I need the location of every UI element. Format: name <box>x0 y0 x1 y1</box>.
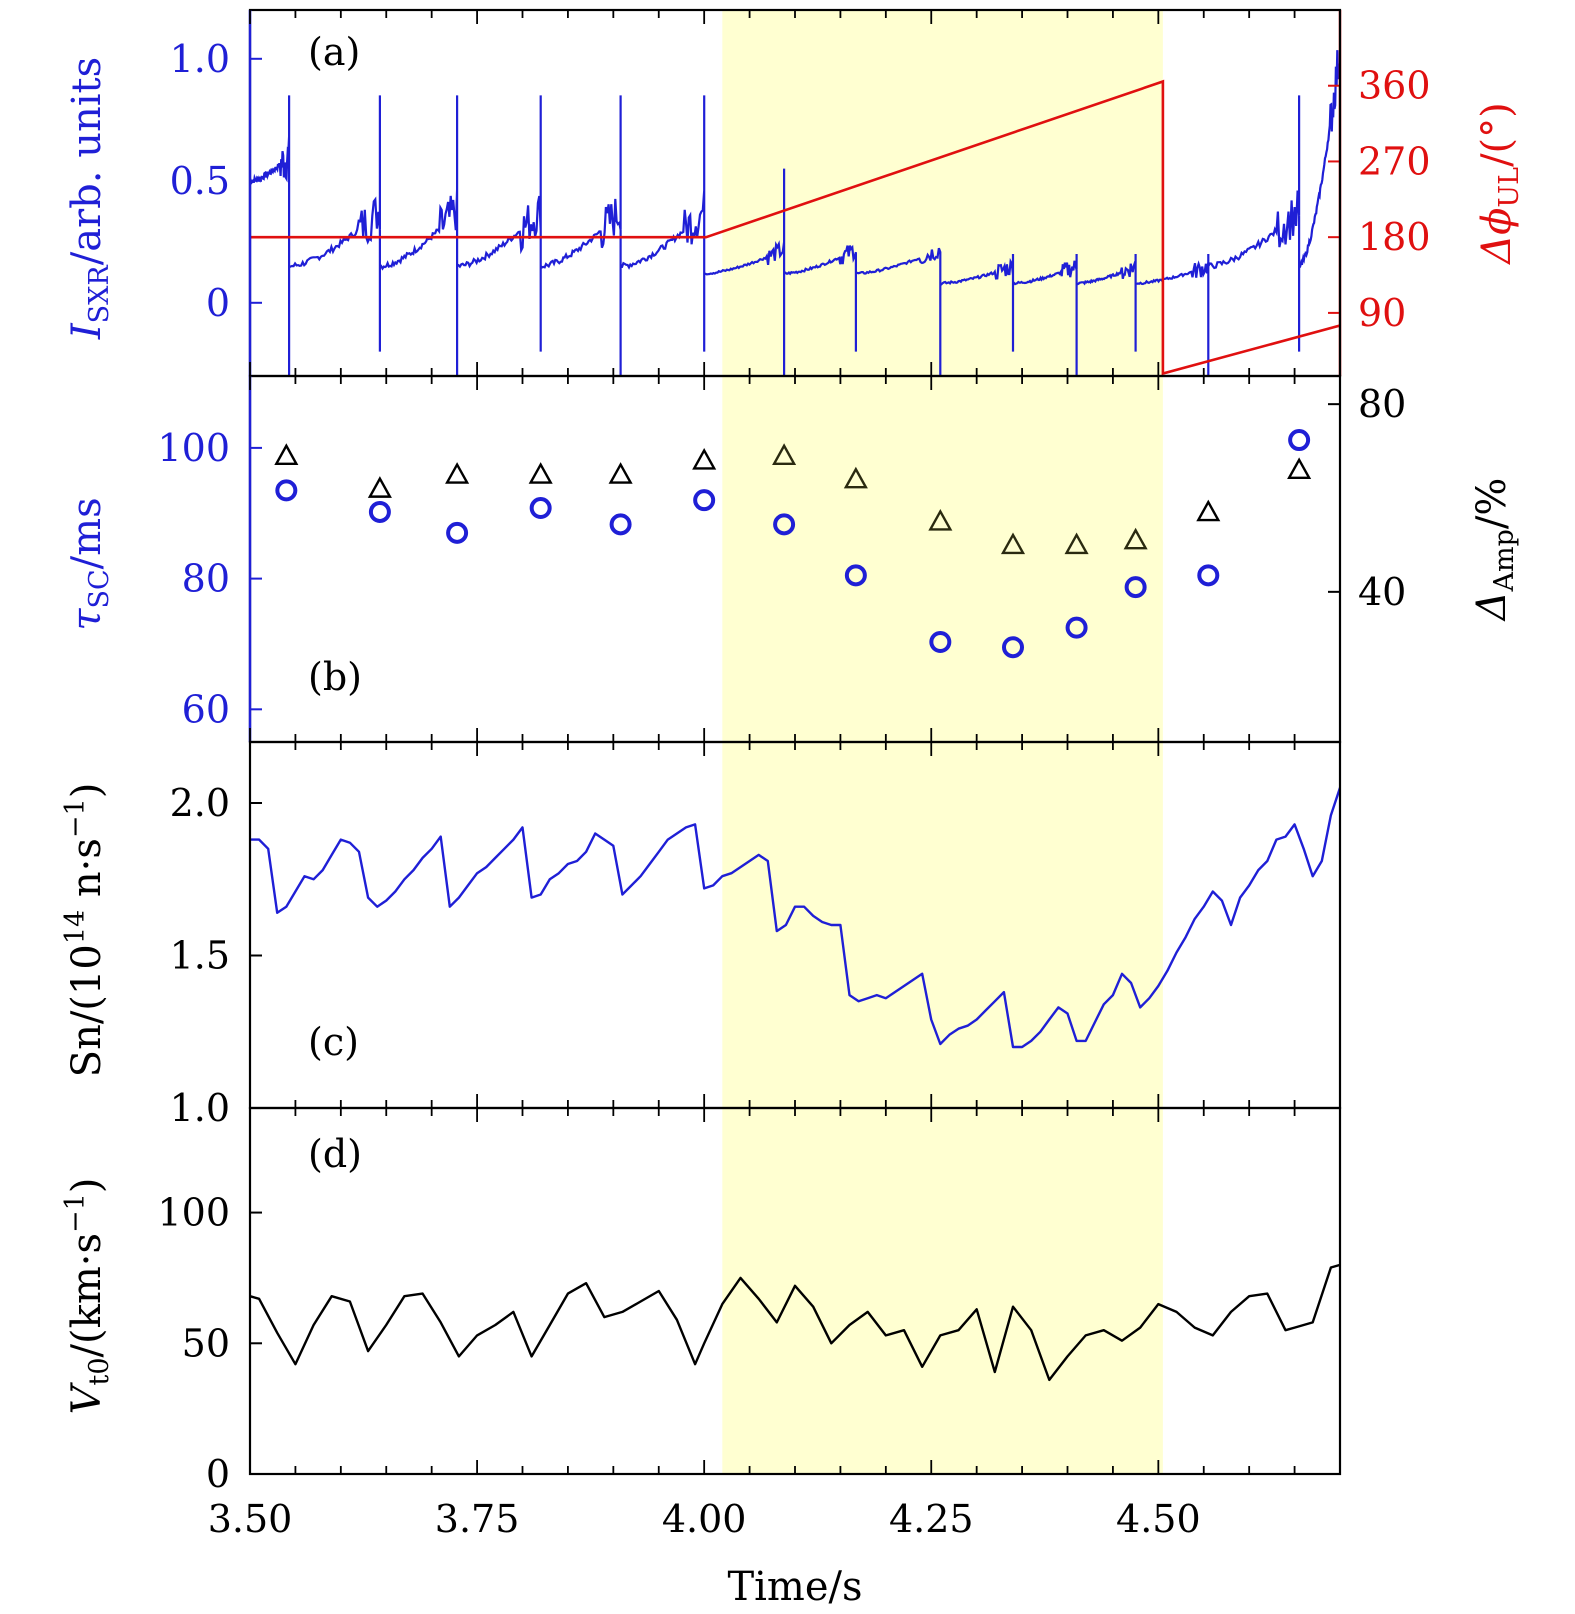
amp-point <box>1196 499 1221 522</box>
tau-point <box>693 489 716 512</box>
amp-point <box>1064 532 1089 555</box>
left-tick-label-c: 2.0 <box>170 781 230 825</box>
left-axis-title-a: ISXR/arb. units <box>64 57 115 340</box>
tau-point <box>446 521 469 544</box>
amp-point <box>1000 532 1026 555</box>
right-axis-title-b-text: ΔAmp/% <box>1469 478 1520 623</box>
right-tick-label-a: 180 <box>1358 215 1431 259</box>
panel-label-a: (a) <box>308 30 360 74</box>
left-axis-title-d: Vt0/(km·s−1) <box>60 1178 115 1415</box>
amp-point <box>367 476 392 498</box>
x-tick-label: 4.50 <box>1116 1497 1201 1541</box>
phase-line <box>250 79 1340 376</box>
x-tick-label: 4.00 <box>662 1497 747 1541</box>
left-axis-title-b: τSC/ms <box>64 497 115 630</box>
amp-point <box>274 443 299 465</box>
left-tick-label-b: 80 <box>182 557 230 601</box>
panel-c-data <box>250 787 1340 1049</box>
frame-layer: 90 180 270 360 ΔϕUL/(°) 0 0.5 1.0 ISXR/arb. unit… <box>60 8 1525 1541</box>
amp-point <box>445 462 470 484</box>
left-axis-title-d-text: Vt0/(km·s−1) <box>60 1178 115 1415</box>
Vt0-line <box>250 1263 1340 1382</box>
right-axis-title-a: ΔϕUL/(°) <box>1474 102 1525 266</box>
right-tick-label-b: 80 <box>1358 382 1406 426</box>
amp-point <box>1123 527 1148 550</box>
x-axis-title: Time/s <box>727 1564 862 1610</box>
panel-d-data <box>250 1263 1340 1382</box>
tau-point <box>773 513 796 536</box>
panel-label-c: (c) <box>308 1020 359 1064</box>
amp-point <box>772 443 797 465</box>
data-layer <box>250 50 1340 1382</box>
tau-point <box>1288 429 1311 452</box>
left-axis-title-a-text: ISXR/arb. units <box>64 57 115 340</box>
x-tick-label: 3.50 <box>208 1497 293 1541</box>
left-tick-label-c: 1.0 <box>170 1086 230 1130</box>
tau-point <box>929 631 952 654</box>
left-tick-label-a: 0.5 <box>170 159 230 203</box>
right-axis-title-a-text: ΔϕUL/(°) <box>1474 102 1525 266</box>
amp-point <box>608 462 633 484</box>
panel-label-b: (b) <box>308 655 362 699</box>
left-tick-label-c: 1.5 <box>170 934 230 978</box>
tau-point <box>529 497 552 520</box>
left-axis-title-c: Sn/(1014 n·s−1) <box>60 783 110 1078</box>
amp-point <box>692 447 717 470</box>
label-layer: (a) (b) (c) (d) Time/s <box>308 30 863 1610</box>
sxr-trace <box>250 50 1340 376</box>
right-tick-label-a: 270 <box>1358 139 1431 183</box>
panel-a-data <box>250 50 1340 376</box>
left-axis-title-b-text: τSC/ms <box>64 497 115 630</box>
left-tick-label-a: 1.0 <box>170 37 230 81</box>
left-tick-label-d: 0 <box>206 1452 230 1496</box>
amp-point <box>928 508 953 531</box>
panel-b-data <box>274 429 1312 659</box>
left-axis-title-c-text: Sn/(1014 n·s−1) <box>60 783 110 1078</box>
left-tick-label-b: 60 <box>182 687 230 731</box>
left-tick-label-d: 50 <box>182 1321 230 1365</box>
left-tick-label-d: 100 <box>157 1191 230 1235</box>
right-tick-label-a: 90 <box>1358 291 1406 335</box>
left-tick-label-a: 0 <box>206 281 230 325</box>
left-tick-label-b: 100 <box>157 426 230 470</box>
amp-point <box>1287 457 1312 480</box>
x-tick-label: 3.75 <box>435 1497 520 1541</box>
tau-point <box>368 500 391 523</box>
right-axis-title-b: ΔAmp/% <box>1469 478 1520 623</box>
right-tick-label-a: 360 <box>1358 64 1431 108</box>
right-tick-label-b: 40 <box>1358 570 1406 614</box>
tau-point <box>1124 576 1147 599</box>
tau-point <box>1197 564 1220 587</box>
tau-point <box>1065 616 1088 639</box>
Sn-line <box>250 787 1340 1049</box>
amp-point <box>528 462 553 484</box>
tau-point <box>609 513 632 536</box>
tau-point <box>844 564 867 587</box>
panel-label-d: (d) <box>308 1132 362 1176</box>
tau-point <box>1002 636 1024 659</box>
amp-point <box>843 466 868 489</box>
tau-point <box>275 479 298 502</box>
x-tick-label: 4.25 <box>889 1497 974 1541</box>
